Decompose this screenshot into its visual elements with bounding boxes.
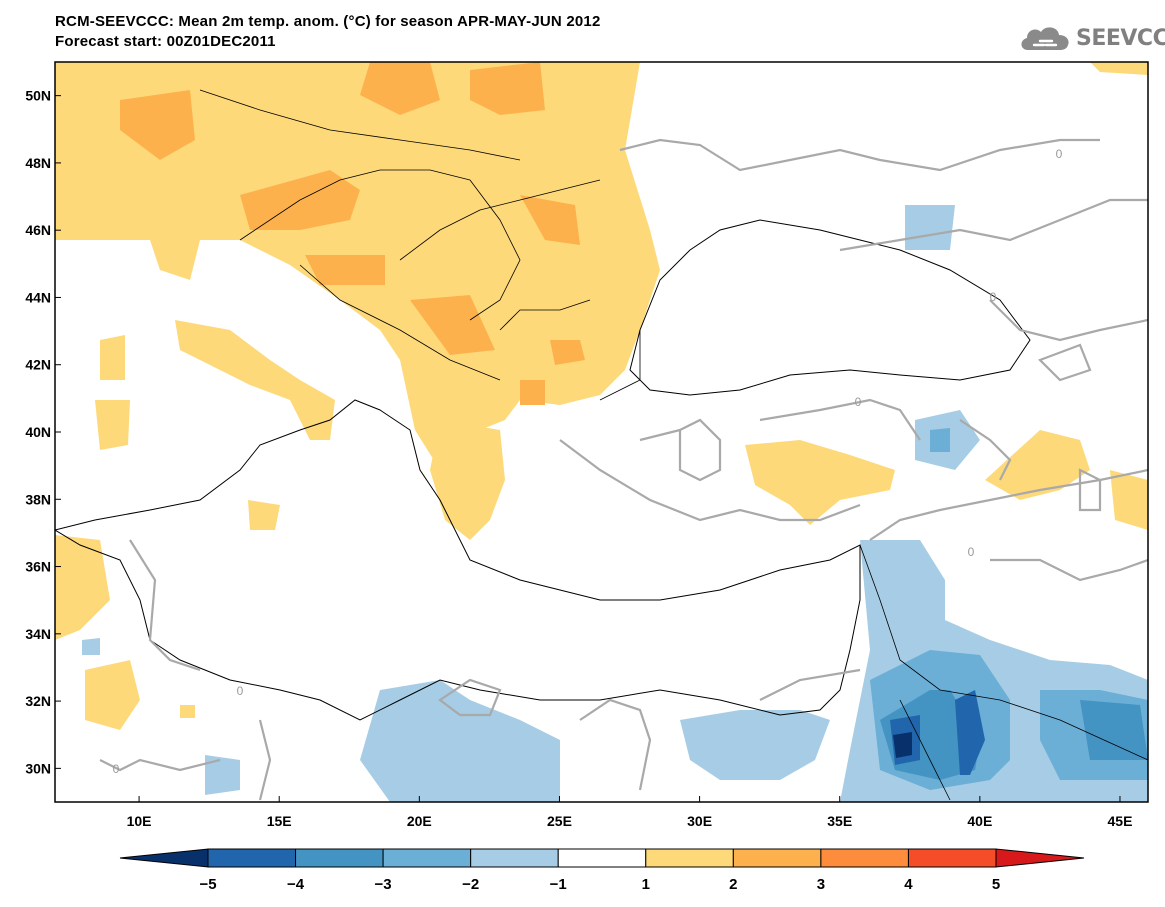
lon-tick-label: 45E [1108, 813, 1133, 829]
title-block: RCM-SEEVCCC: Mean 2m temp. anom. (°C) fo… [55, 12, 601, 52]
forecast-start: Forecast start: 00Z01DEC2011 [55, 33, 276, 50]
colorbar-label: −4 [287, 876, 305, 893]
latitude-ticks: 30N 32N 34N 36N 38N 40N 42N 44N 46N 48N 50N [25, 88, 61, 776]
warm-region-caucasus [985, 430, 1090, 500]
contour-label: 0 [1056, 147, 1063, 161]
logo-text: SEEVCCC [1076, 25, 1165, 51]
lon-tick-label: 10E [127, 813, 152, 829]
colorbar-label: 4 [904, 876, 913, 893]
colorbar-swatch [645, 848, 734, 868]
warm-core-5 [520, 195, 580, 245]
contour-label: 0 [990, 290, 997, 304]
colorbar-label: −3 [375, 876, 392, 893]
cool-core-5 [955, 690, 985, 775]
warm-core-8 [520, 380, 545, 405]
colorbar-swatch [732, 848, 822, 868]
cool-region-azov [905, 205, 955, 250]
warm-region-libya-spot [180, 705, 195, 718]
cool-region-nile [680, 710, 830, 780]
lon-tick-label: 15E [267, 813, 292, 829]
map-title: RCM-SEEVCCC: Mean 2m temp. anom. (°C) fo… [55, 13, 601, 30]
longitude-ticks: 10E 15E 20E 25E 30E 35E 40E 45E [127, 796, 1133, 829]
zero-contours [99, 138, 1148, 801]
lon-tick-label: 35E [827, 813, 852, 829]
contour-label: 0 [968, 545, 975, 559]
seevccc-logo: SEEVCCC [1018, 22, 1165, 54]
cloud-icon [1018, 23, 1072, 53]
lon-tick-label: 20E [407, 813, 432, 829]
colorbar: −5 −4 −3 −2 −1 1 2 3 4 5 [119, 848, 1085, 893]
lon-tick-label: 40E [967, 813, 992, 829]
colorbar-swatch [820, 848, 909, 868]
colorbar-max-extend [995, 848, 1085, 868]
lat-tick-label: 42N [25, 357, 51, 373]
warm-region-sicily [248, 500, 280, 530]
colorbar-label: −1 [550, 876, 567, 893]
colorbar-swatch [207, 848, 297, 868]
warm-core-9 [550, 340, 585, 365]
colorbar-label: −5 [199, 876, 216, 893]
borders [199, 89, 1148, 801]
lat-tick-label: 34N [25, 626, 51, 642]
warm-core-3 [470, 62, 545, 115]
warm-region-greece [430, 420, 505, 540]
contour-label: 0 [237, 684, 244, 698]
lon-tick-label: 30E [687, 813, 712, 829]
warm-region-crimea [1090, 62, 1148, 75]
colorbar-label: −2 [462, 876, 479, 893]
cool-core-8 [930, 428, 950, 452]
contour-label: 0 [855, 395, 862, 409]
cool-region-algeria-spot [82, 638, 100, 655]
lat-tick-label: 36N [25, 559, 51, 575]
warm-region-sardinia [95, 400, 130, 450]
lat-tick-label: 48N [25, 155, 51, 171]
lat-tick-label: 32N [25, 693, 51, 709]
cool-core-7 [1080, 700, 1148, 760]
warm-region-anatolia [745, 440, 895, 525]
warm-core-1 [120, 90, 195, 160]
warm-core-6 [305, 255, 385, 285]
colorbar-swatch [382, 848, 472, 868]
colorbar-swatch [557, 848, 647, 868]
warm-core-7 [410, 295, 495, 355]
lat-tick-label: 46N [25, 222, 51, 238]
colorbar-swatch [907, 848, 997, 868]
cool-region-egypt [360, 680, 560, 802]
lat-tick-label: 50N [25, 88, 51, 104]
warm-region-algeria [55, 535, 110, 640]
warm-region-tunisia [85, 660, 140, 730]
colorbar-min-extend [119, 848, 209, 868]
contour-label: 0 [113, 762, 120, 776]
coastline-black-sea [629, 219, 1031, 396]
lat-tick-label: 40N [25, 424, 51, 440]
colorbar-swatch [295, 848, 384, 868]
lon-tick-label: 25E [547, 813, 572, 829]
warm-region-italy [175, 320, 335, 440]
warm-core-2 [360, 62, 440, 115]
cool-core-4 [893, 732, 912, 758]
colorbar-label: 5 [992, 876, 1000, 893]
colorbar-swatch [470, 848, 559, 868]
coastline-med [55, 399, 861, 721]
colorbar-label: 3 [817, 876, 825, 893]
lat-tick-label: 44N [25, 289, 51, 305]
cool-region-libya [205, 755, 240, 795]
colorbar-label: 2 [729, 876, 737, 893]
warm-region-caspian [1110, 470, 1148, 530]
colorbar-label: 1 [642, 876, 650, 893]
anomaly-fill-layer [55, 62, 1148, 802]
warm-region-corsica [100, 335, 125, 380]
lat-tick-label: 30N [25, 760, 51, 776]
lat-tick-label: 38N [25, 491, 51, 507]
